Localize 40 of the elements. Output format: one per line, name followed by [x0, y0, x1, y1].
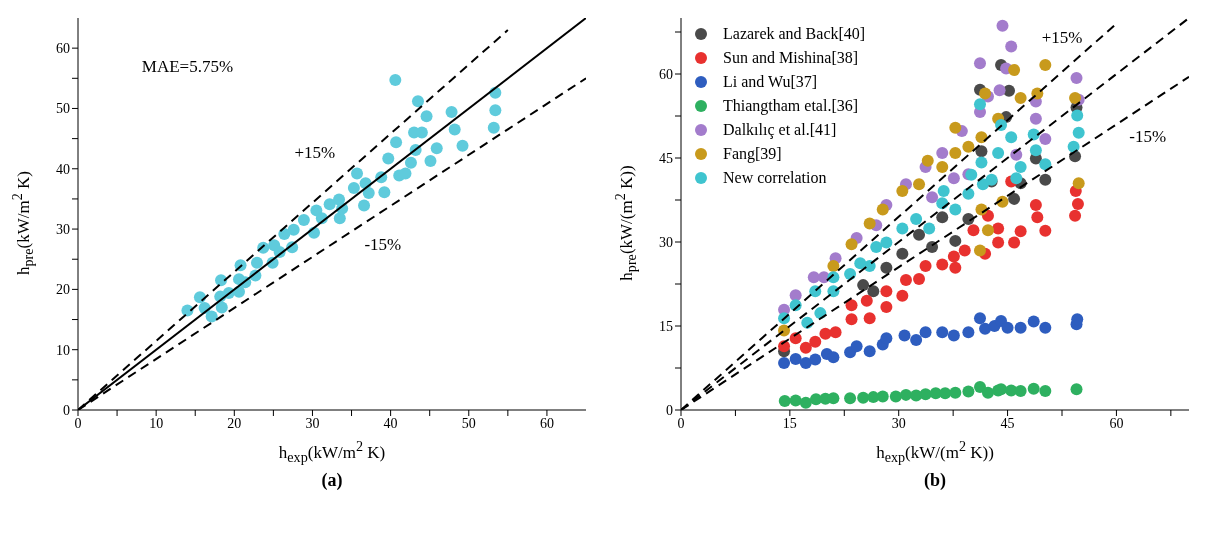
- x-tick-label: 60: [539, 415, 554, 431]
- legend-label: Li and Wu[37]: [723, 72, 818, 92]
- x-tick-label: 30: [891, 415, 906, 431]
- y-tick-label: 0: [666, 402, 673, 418]
- legend-label: Dalkılıç et al.[41]: [723, 120, 837, 141]
- y-tick-label: 60: [56, 41, 70, 57]
- annotation: MAE=5.75%: [141, 57, 234, 77]
- x-tick-label: 50: [461, 415, 476, 431]
- y-tick-label: 10: [56, 342, 70, 358]
- y-tick-label: 50: [56, 101, 70, 117]
- legend-label: Fang[39]: [723, 144, 782, 165]
- text: (a): [320, 470, 344, 492]
- legend-label: Thiangtham etal.[36]: [723, 96, 859, 117]
- y-tick-label: 30: [659, 234, 673, 250]
- x-tick-label: 45: [1000, 415, 1015, 431]
- x-tick-label: 40: [383, 415, 398, 431]
- y-tick-label: 60: [659, 66, 673, 82]
- x-tick-label: 10: [149, 415, 164, 431]
- y-tick-label: 20: [56, 282, 70, 298]
- annotation: -15%: [1129, 126, 1167, 146]
- annotation: -15%: [364, 235, 402, 255]
- x-tick-label: 30: [305, 415, 320, 431]
- y-tick-label: 15: [659, 318, 673, 334]
- x-tick-label: 60: [1109, 415, 1124, 431]
- x-tick-label: 0: [74, 415, 82, 431]
- y-tick-label: 30: [56, 222, 70, 238]
- legend-label: Sun and Mishina[38]: [723, 48, 859, 68]
- x-tick-label: 0: [677, 415, 685, 431]
- y-tick-label: 40: [56, 161, 70, 177]
- legend-label: Lazarek and Back[40]: [723, 24, 866, 44]
- x-tick-label: 20: [227, 415, 242, 431]
- x-axis-title: h$_{exp}$(kW/(m$^{2}$ K)): [875, 438, 995, 467]
- text: (b): [923, 470, 947, 492]
- legend-label: New correlation: [723, 168, 827, 188]
- y-tick-label: 45: [659, 150, 673, 166]
- annotation: +15%: [1041, 28, 1083, 48]
- annotation: +15%: [294, 142, 336, 162]
- x-axis-title: h$_{exp}$(kW/m$^{2}$ K): [277, 438, 387, 467]
- y-tick-label: 0: [63, 402, 70, 418]
- x-tick-label: 15: [782, 415, 797, 431]
